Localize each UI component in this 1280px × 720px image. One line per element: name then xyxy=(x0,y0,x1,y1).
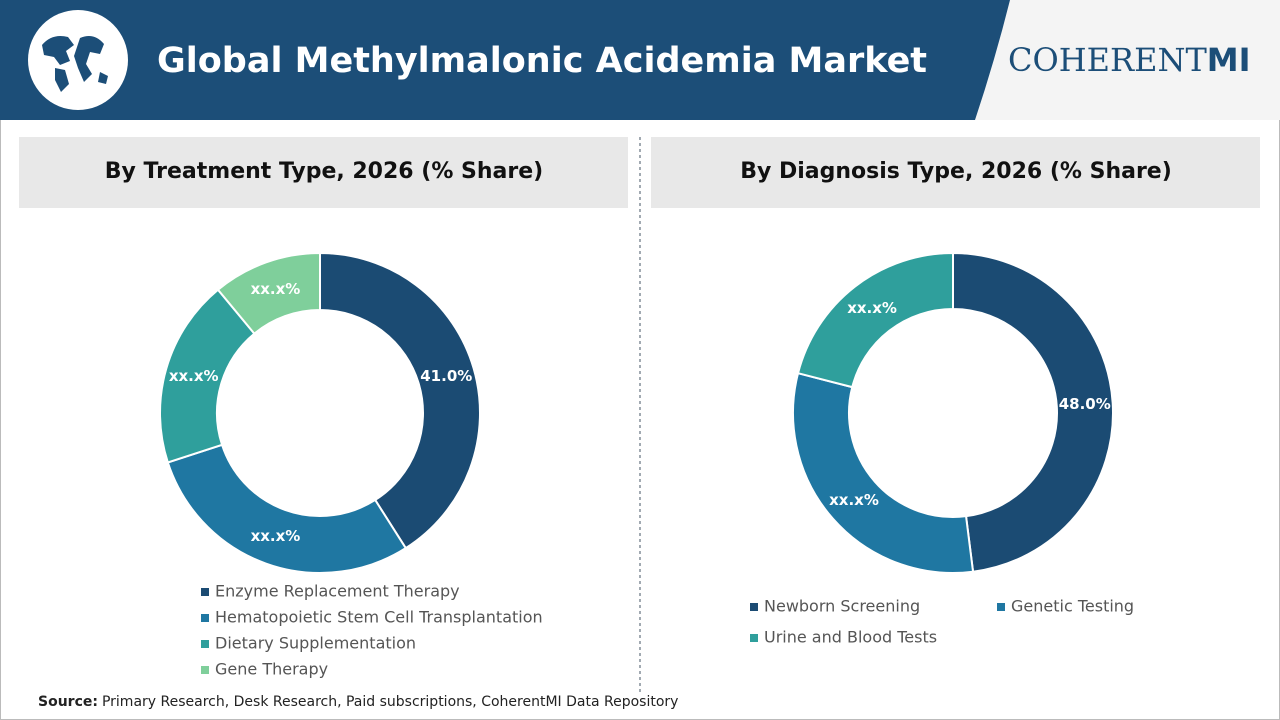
legend-marker xyxy=(201,640,209,648)
brand-logo: COHERENTMI xyxy=(1008,41,1251,80)
donut-segment xyxy=(216,251,321,336)
legend-marker xyxy=(201,614,209,622)
brand-accent: MI xyxy=(1207,41,1251,79)
donut-segment xyxy=(792,371,975,574)
donut-segment xyxy=(166,443,408,574)
source-note: Source: Primary Research, Desk Research, … xyxy=(38,694,678,710)
data-label: 48.0% xyxy=(1059,395,1111,413)
source-label: Source: xyxy=(38,694,98,710)
legend-label: Newborn Screening xyxy=(764,597,920,616)
panel-title: By Diagnosis Type, 2026 (% Share) xyxy=(740,159,1172,184)
panel-title: By Treatment Type, 2026 (% Share) xyxy=(105,159,543,184)
legend-marker xyxy=(997,603,1005,611)
data-label: xx.x% xyxy=(847,299,897,317)
legend-label: Hematopoietic Stem Cell Transplantation xyxy=(215,608,543,627)
legend-label: Genetic Testing xyxy=(1011,597,1134,616)
legend-marker xyxy=(201,588,209,596)
data-label: 41.0% xyxy=(420,367,472,385)
legend-label: Gene Therapy xyxy=(215,660,328,679)
page-title: Global Methylmalonic Acidemia Market xyxy=(157,41,927,81)
panel-title-box xyxy=(19,137,628,208)
legend-label: Urine and Blood Tests xyxy=(764,628,937,647)
panel-title-box xyxy=(651,137,1260,208)
donut-segment xyxy=(952,251,1114,573)
brand-main: COHERENT xyxy=(1008,41,1207,79)
data-label: xx.x% xyxy=(251,280,301,298)
data-label: xx.x% xyxy=(251,527,301,545)
donut-segment xyxy=(319,251,481,550)
donut-segment xyxy=(796,251,954,389)
data-label: xx.x% xyxy=(169,367,219,385)
legend-marker xyxy=(750,603,758,611)
legend-marker xyxy=(201,666,209,674)
globe-continents xyxy=(42,36,108,92)
legend-label: Dietary Supplementation xyxy=(215,634,416,653)
legend-marker xyxy=(750,634,758,642)
source-text: Primary Research, Desk Research, Paid su… xyxy=(102,694,678,710)
logo-area xyxy=(975,0,1280,120)
data-label: xx.x% xyxy=(829,491,879,509)
legend-label: Enzyme Replacement Therapy xyxy=(215,582,460,601)
